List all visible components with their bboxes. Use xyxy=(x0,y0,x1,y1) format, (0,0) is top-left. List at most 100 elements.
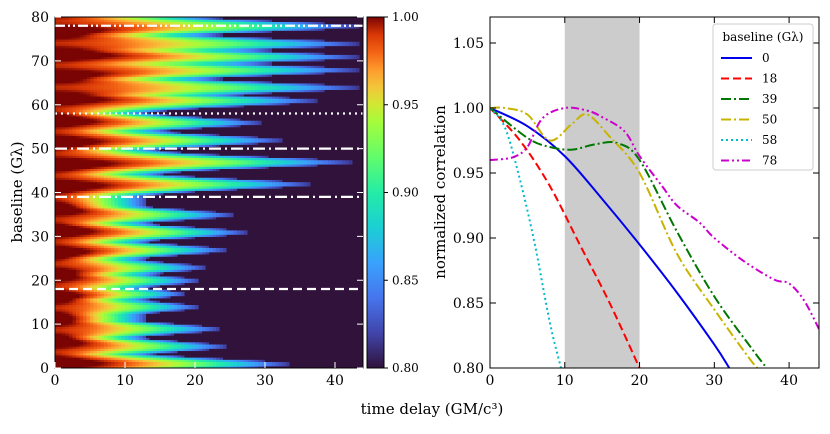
heatmap-cell xyxy=(251,324,256,327)
heatmap-cell xyxy=(139,330,144,334)
heatmap-cell xyxy=(258,330,263,334)
heatmap-cell xyxy=(100,308,105,312)
heatmap-cell xyxy=(195,310,200,314)
heatmap-cell xyxy=(258,299,263,303)
heatmap-cell xyxy=(282,352,287,356)
heatmap-cell xyxy=(226,354,231,358)
heatmap-cell xyxy=(153,352,158,356)
heatmap-cell xyxy=(142,295,147,299)
heatmap-cell xyxy=(167,315,172,319)
heatmap-cell xyxy=(349,280,354,284)
heatmap-cell xyxy=(65,284,70,288)
heatmap-cell xyxy=(90,363,95,367)
heatmap-cell xyxy=(328,330,333,334)
heatmap-cell xyxy=(174,286,179,290)
heatmap-cell xyxy=(76,357,81,360)
heatmap-cell xyxy=(307,315,312,319)
heatmap-cell xyxy=(296,348,301,352)
heatmap-cell xyxy=(342,321,347,325)
heatmap-cell xyxy=(174,343,179,347)
heatmap-cell xyxy=(345,350,350,354)
heatmap-cell xyxy=(149,280,154,284)
heatmap-cell xyxy=(265,321,270,325)
heatmap-cell xyxy=(289,354,294,358)
heatmap-cell xyxy=(286,310,291,314)
heatmap-cell xyxy=(205,343,210,347)
heatmap-cell xyxy=(244,319,249,323)
heatmap-cell xyxy=(142,317,147,321)
heatmap-cell xyxy=(223,315,228,319)
heatmap-cell xyxy=(258,350,263,354)
heatmap-cell xyxy=(209,293,214,297)
heatmap-cell xyxy=(167,343,172,347)
heatmap-cell xyxy=(223,324,228,327)
heatmap-cell xyxy=(198,291,203,295)
heatmap-cell xyxy=(352,282,357,286)
heatmap-cell xyxy=(272,339,277,343)
heatmap-cell xyxy=(62,280,67,284)
heatmap-cell xyxy=(254,317,259,321)
heatmap-cell xyxy=(205,295,210,299)
heatmap-cell xyxy=(289,282,294,286)
heatmap-cell xyxy=(107,339,112,343)
heatmap-cell xyxy=(69,293,74,297)
heatmap-cell xyxy=(261,321,266,325)
heatmap-cell xyxy=(72,346,77,349)
heatmap-cell xyxy=(265,361,270,365)
heatmap-cell xyxy=(268,357,273,360)
heatmap-cell xyxy=(338,308,343,312)
heatmap-cell xyxy=(265,284,270,288)
heatmap-cell xyxy=(181,293,186,297)
heatmap-cell xyxy=(300,321,305,325)
heatmap-cell xyxy=(352,337,357,341)
heatmap-cell xyxy=(205,335,210,338)
heatmap-cell xyxy=(265,352,270,356)
heatmap-cell xyxy=(174,365,179,368)
heatmap-cell xyxy=(55,346,60,349)
heatmap-cell xyxy=(300,365,305,368)
heatmap-cell xyxy=(226,365,231,368)
heatmap-cell xyxy=(104,306,109,310)
heatmap-cell xyxy=(205,317,210,321)
heatmap-cell xyxy=(139,319,144,323)
heatmap-cell xyxy=(352,291,357,295)
heatmap-cell xyxy=(69,280,74,284)
heatmap-cell xyxy=(282,280,287,284)
heatmap-cell xyxy=(135,280,140,284)
heatmap-cell xyxy=(244,343,249,347)
heatmap-cell xyxy=(86,339,91,343)
heatmap-cell xyxy=(335,313,340,316)
heatmap-cell xyxy=(247,335,252,338)
heatmap-cell xyxy=(153,361,158,365)
heatmap-cell xyxy=(359,337,363,341)
heatmap-cell xyxy=(335,361,340,365)
heatmap-cell xyxy=(359,350,363,354)
heatmap-cell xyxy=(268,326,273,330)
heatmap-cell xyxy=(338,352,343,356)
heatmap-cell xyxy=(342,295,347,299)
heatmap-cell xyxy=(310,299,315,303)
heatmap-cell xyxy=(303,343,308,347)
heatmap-cell xyxy=(303,335,308,338)
heatmap-cell xyxy=(167,326,172,330)
heatmap-cell xyxy=(62,352,67,356)
heatmap-cell xyxy=(240,332,245,336)
heatmap-cell xyxy=(86,365,91,368)
heatmap-cell xyxy=(121,328,126,332)
heatmap-cell xyxy=(188,297,193,301)
heatmap-cell xyxy=(296,326,301,330)
heatmap-cell xyxy=(58,295,63,299)
heatmap-cell xyxy=(359,302,363,305)
heatmap-cell xyxy=(289,361,294,365)
heatmap-cell xyxy=(293,321,298,325)
heatmap-cell xyxy=(135,357,140,360)
heatmap-cell xyxy=(286,332,291,336)
heatmap-cell xyxy=(205,357,210,360)
heatmap-cell xyxy=(97,282,102,286)
heatmap-cell xyxy=(86,328,91,332)
heatmap-cell xyxy=(188,291,193,295)
heatmap-cell xyxy=(335,339,340,343)
heatmap-cell xyxy=(128,326,133,330)
heatmap-cell xyxy=(58,332,63,336)
heatmap-cell xyxy=(219,310,224,314)
